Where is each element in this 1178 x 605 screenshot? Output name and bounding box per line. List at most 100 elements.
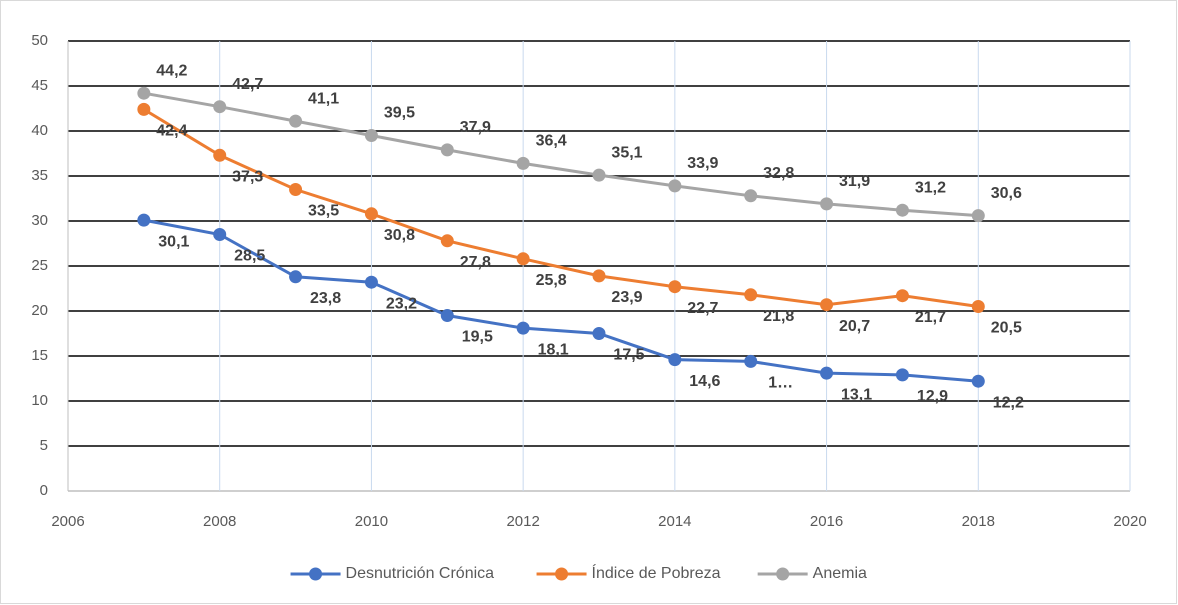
data-label: 14,6 (689, 373, 720, 390)
data-label: 27,8 (460, 254, 491, 271)
y-tick-label: 20 (31, 302, 48, 319)
data-label: 31,2 (915, 179, 946, 196)
y-tick-label: 5 (40, 437, 48, 454)
point (592, 327, 606, 340)
point (895, 203, 909, 217)
point (668, 280, 682, 294)
legend-marker (555, 567, 569, 581)
legend-label: Anemia (813, 565, 867, 582)
point (668, 179, 682, 193)
data-label: 12,2 (993, 394, 1024, 411)
y-tick-label: 35 (31, 167, 48, 184)
data-label: 30,6 (991, 185, 1022, 202)
x-tick-label: 2012 (506, 513, 539, 530)
data-label: 12,9 (917, 388, 948, 405)
data-label: 44,2 (156, 62, 187, 79)
legend-label: Índice de Pobreza (592, 563, 721, 582)
x-tick-label: 2018 (962, 513, 995, 530)
legend-marker (776, 567, 790, 581)
point (137, 102, 151, 116)
data-label: 22,7 (687, 300, 718, 317)
point (744, 189, 758, 203)
point (137, 86, 151, 100)
data-label: 42,4 (156, 123, 187, 140)
point (820, 197, 834, 211)
point (440, 309, 454, 322)
data-label: 39,5 (384, 105, 415, 122)
data-label: 25,8 (536, 272, 567, 289)
y-tick-label: 45 (31, 77, 48, 94)
point (289, 270, 303, 284)
point (440, 234, 454, 248)
y-tick-label: 15 (31, 347, 48, 364)
data-label: 31,9 (839, 173, 870, 190)
point (516, 321, 530, 335)
data-label: 28,5 (234, 248, 265, 265)
point (744, 288, 758, 302)
point (820, 366, 834, 380)
point (364, 129, 378, 142)
point (516, 156, 530, 170)
data-label: 21,7 (915, 309, 946, 326)
x-tick-label: 2016 (810, 513, 843, 530)
point (213, 228, 227, 241)
point (440, 143, 454, 157)
data-label: 36,4 (536, 133, 567, 150)
data-label: 37,3 (232, 169, 263, 186)
data-label: 30,1 (158, 233, 189, 250)
point (213, 100, 227, 114)
point (971, 374, 985, 388)
data-label: 17,5 (613, 347, 644, 364)
data-label: 42,7 (232, 76, 263, 93)
point (668, 353, 682, 367)
data-label: 30,8 (384, 227, 415, 244)
point (895, 368, 909, 382)
y-tick-label: 30 (31, 212, 48, 229)
data-label: 23,2 (386, 295, 417, 312)
data-label: 23,8 (310, 290, 341, 307)
y-tick-label: 25 (31, 257, 48, 274)
y-tick-label: 10 (31, 392, 48, 409)
point (289, 183, 303, 196)
x-tick-label: 2008 (203, 513, 236, 530)
legend-marker (309, 567, 323, 581)
data-label: 18,1 (538, 341, 569, 358)
y-tick-label: 0 (40, 482, 48, 499)
point (213, 148, 227, 162)
point (971, 300, 985, 313)
series-line (143, 218, 979, 383)
point (592, 168, 606, 182)
y-tick-label: 40 (31, 122, 48, 139)
data-label: 1… (768, 375, 793, 392)
x-tick-label: 2010 (355, 513, 388, 530)
point (516, 252, 530, 266)
y-tick-label: 50 (31, 32, 48, 49)
point (364, 207, 378, 221)
point (971, 209, 985, 223)
point (289, 114, 303, 128)
x-tick-label: 2020 (1113, 513, 1146, 530)
point (364, 275, 378, 289)
data-label: 33,5 (308, 203, 339, 220)
data-label: 33,9 (687, 155, 718, 172)
data-label: 41,1 (308, 90, 339, 107)
data-label: 21,8 (763, 308, 794, 325)
point (820, 298, 834, 312)
data-label: 20,5 (991, 320, 1022, 337)
point (592, 269, 606, 283)
legend-label: Desnutrición Crónica (346, 565, 495, 582)
data-label: 32,8 (763, 165, 794, 182)
series-line (143, 91, 979, 218)
x-tick-label: 2006 (51, 513, 84, 530)
x-tick-label: 2014 (658, 513, 691, 530)
series-line (143, 108, 979, 308)
data-label: 20,7 (839, 318, 870, 335)
data-label: 13,1 (841, 386, 872, 403)
point (895, 289, 909, 303)
point (744, 354, 758, 368)
data-label: 23,9 (611, 289, 642, 306)
data-label: 35,1 (611, 144, 642, 161)
data-label: 19,5 (462, 329, 493, 346)
